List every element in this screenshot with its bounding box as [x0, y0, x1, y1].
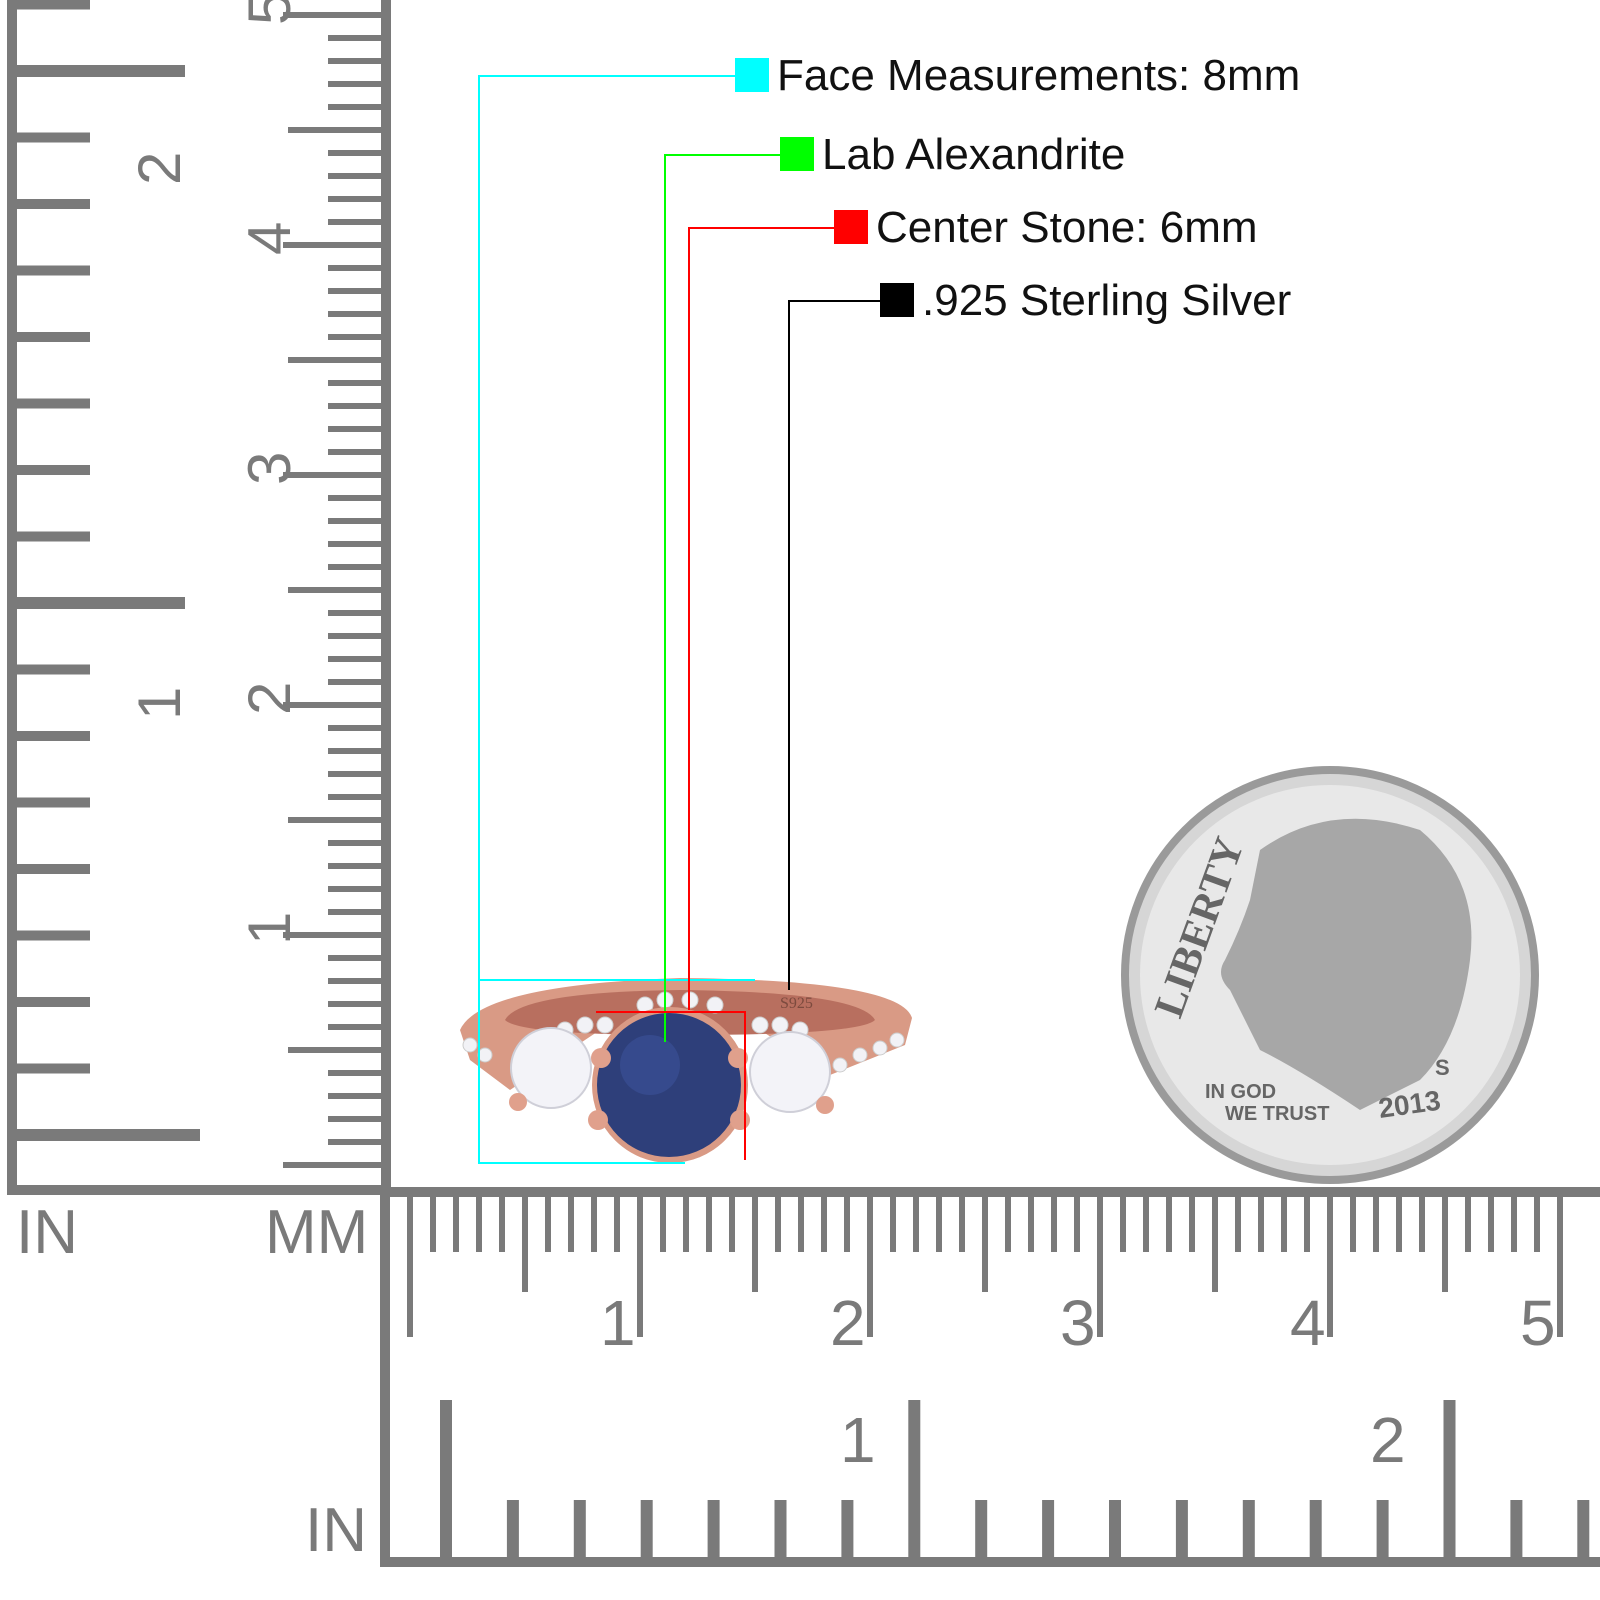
- legend-swatch: [735, 58, 769, 92]
- rulers: 1 2 3 4 5 1 2 1 2 3 4 5 1 2: [7, 0, 1600, 1567]
- cm-label: 1: [236, 912, 303, 945]
- cm-label: 3: [1060, 1287, 1096, 1359]
- legend-label: .925 Sterling Silver: [922, 276, 1292, 325]
- legend-swatch: [780, 137, 814, 171]
- dime-coin: LIBERTY IN GOD WE TRUST 2013 S: [1121, 766, 1539, 1184]
- legend-label: Center Stone: 6mm: [876, 203, 1258, 252]
- inch-label: 1: [126, 687, 193, 720]
- ring-stamp: S925: [780, 995, 813, 1012]
- legend-label: Lab Alexandrite: [822, 130, 1126, 179]
- coin-motto-2: WE TRUST: [1225, 1103, 1329, 1125]
- horizontal-ruler-frame: [380, 1187, 1600, 1567]
- coin-motto-1: IN GOD: [1205, 1081, 1276, 1103]
- inch-label: 2: [1370, 1404, 1406, 1476]
- inch-label: 2: [126, 152, 193, 185]
- legend-swatch: [880, 283, 914, 317]
- leader-line: [664, 154, 780, 1042]
- leader-line: [478, 75, 755, 1164]
- cm-label: 1: [600, 1287, 636, 1359]
- ring-image: S925: [460, 978, 912, 1163]
- leader-line: [788, 300, 880, 990]
- cm-label: 5: [1520, 1287, 1556, 1359]
- unit-label-left-mm: MM: [265, 1198, 369, 1267]
- cm-label: 5: [236, 0, 303, 25]
- cm-label: 3: [236, 452, 303, 485]
- cm-label: 2: [830, 1287, 866, 1359]
- cm-label: 2: [236, 682, 303, 715]
- coin-mint-mark: S: [1435, 1055, 1450, 1080]
- legend-swatch: [834, 210, 868, 244]
- unit-label-bottom-in: IN: [305, 1496, 367, 1565]
- vertical-ruler-frame: [7, 0, 391, 1195]
- leader-lines: [478, 75, 880, 1164]
- inch-label: 1: [840, 1404, 876, 1476]
- cm-label: 4: [236, 222, 303, 255]
- legend-label: Face Measurements: 8mm: [777, 51, 1301, 100]
- cm-label: 4: [1290, 1287, 1326, 1359]
- unit-label-left-in: IN: [16, 1198, 78, 1267]
- leader-line: [596, 227, 834, 1160]
